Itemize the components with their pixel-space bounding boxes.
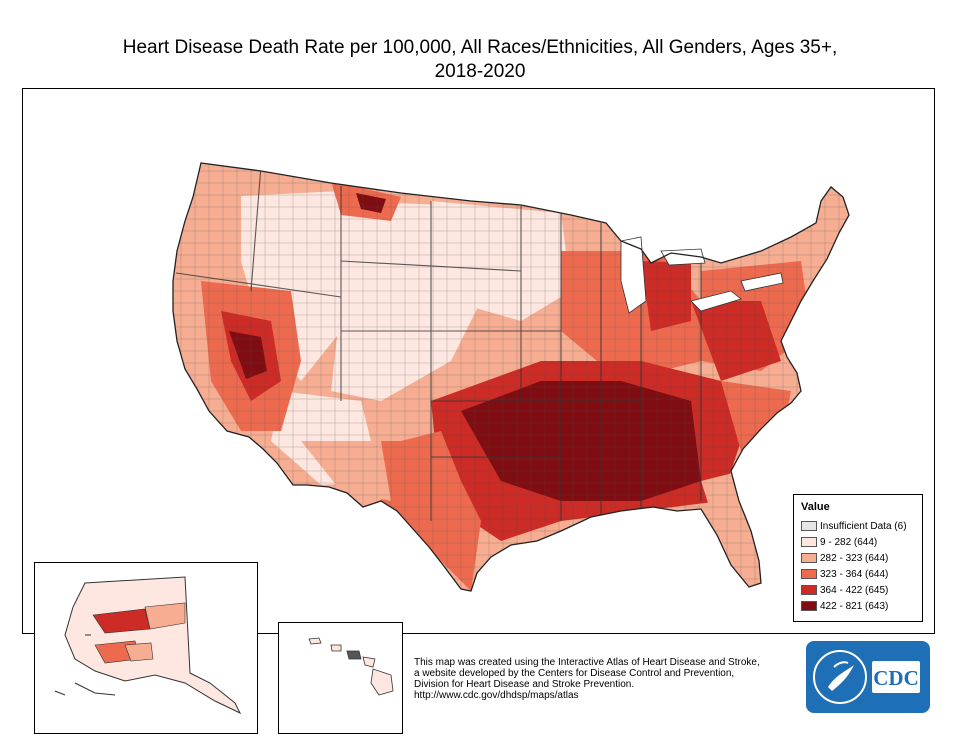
legend-swatch <box>801 585 817 595</box>
legend-item-insufficient: Insufficient Data (6) <box>801 520 907 532</box>
legend-label: 422 - 821 (643) <box>820 600 889 612</box>
map-title-line1: Heart Disease Death Rate per 100,000, Al… <box>122 37 838 58</box>
legend-swatch <box>801 521 817 531</box>
map-frame <box>22 88 935 634</box>
credit-text: This map was created using the Interacti… <box>414 657 794 701</box>
legend: Value Insufficient Data (6) 9 - 282 (644… <box>793 494 923 622</box>
legend-label: 9 - 282 (644) <box>820 536 878 548</box>
alaska-map <box>54 576 242 715</box>
cdc-logo: CDC <box>806 641 930 713</box>
legend-swatch <box>801 601 817 611</box>
legend-item-bin5: 422 - 821 (643) <box>801 600 888 612</box>
hawaii-inset <box>278 622 403 734</box>
legend-swatch <box>801 537 817 547</box>
credit-line2: a website developed by the Centers for D… <box>414 668 735 679</box>
credit-line1: This map was created using the Interacti… <box>414 657 760 668</box>
legend-title: Value <box>801 501 830 513</box>
legend-label: 364 - 422 (645) <box>820 584 889 596</box>
cdc-logo-text: CDC <box>873 666 919 690</box>
credit-url[interactable]: http://www.cdc.gov/dhdsp/maps/atlas <box>414 690 579 701</box>
alaska-inset <box>34 562 258 734</box>
legend-label: 282 - 323 (644) <box>820 552 889 564</box>
map-title: Heart Disease Death Rate per 100,000, Al… <box>0 36 960 84</box>
hawaii-map <box>308 637 394 696</box>
cdc-logo-graphic: CDC <box>813 650 920 704</box>
legend-swatch <box>801 553 817 563</box>
legend-item-bin1: 9 - 282 (644) <box>801 536 877 548</box>
legend-item-bin3: 323 - 364 (644) <box>801 568 888 580</box>
map-title-line2: 2018-2020 <box>434 61 526 82</box>
legend-swatch <box>801 569 817 579</box>
legend-label: Insufficient Data (6) <box>820 520 907 532</box>
legend-item-bin2: 282 - 323 (644) <box>801 552 888 564</box>
credit-line3: Division for Heart Disease and Stroke Pr… <box>414 679 635 690</box>
legend-item-bin4: 364 - 422 (645) <box>801 584 888 596</box>
us-choropleth-map <box>172 162 850 592</box>
legend-label: 323 - 364 (644) <box>820 568 889 580</box>
